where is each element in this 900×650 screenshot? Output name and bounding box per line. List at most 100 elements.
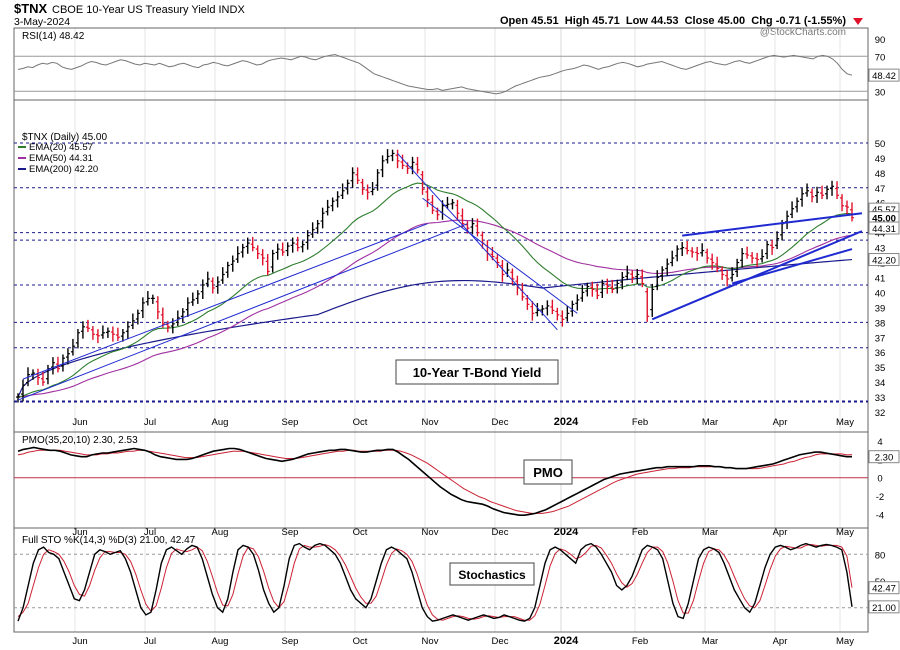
price-annotation: 10-Year T-Bond Yield	[395, 359, 559, 385]
price-tick-label: 36	[875, 348, 886, 359]
price-bar	[185, 297, 190, 317]
x-tick-label: 2024	[554, 635, 579, 647]
price-bar	[275, 243, 280, 260]
stochastics-last-box	[868, 581, 900, 595]
price-bar	[125, 321, 130, 339]
price-bar	[375, 169, 380, 191]
price-bar	[660, 266, 665, 282]
price-bar	[770, 239, 775, 255]
price-bar	[845, 200, 850, 215]
x-tick-label: Mar	[702, 417, 718, 428]
price-bar	[230, 255, 235, 272]
x-tick-label: Nov	[422, 527, 439, 538]
x-tick-label: Mar	[702, 527, 718, 538]
price-bar	[410, 156, 415, 175]
price-bar	[130, 313, 135, 330]
price-bar	[765, 240, 770, 260]
symbol-label[interactable]: $TNX	[14, 1, 48, 16]
pmo-annotation: PMO	[523, 459, 573, 485]
price-bar	[400, 154, 405, 170]
x-tick-label: Apr	[773, 527, 788, 538]
price-bar	[225, 261, 230, 278]
price-bar	[320, 207, 325, 229]
price-bar	[335, 191, 340, 208]
pmo-tick-label: -4	[876, 510, 884, 521]
price-bar	[150, 294, 155, 304]
price-bar	[575, 294, 580, 311]
price-bar	[60, 354, 65, 372]
price-bar	[16, 393, 20, 403]
price-bar	[820, 185, 825, 199]
stochastics-last-value: 21.00	[872, 603, 896, 614]
price-title: $TNX (Daily) 45.00	[22, 132, 107, 143]
price-bar	[730, 267, 735, 282]
price-tick-label: 33	[875, 393, 886, 404]
price-bar	[670, 250, 675, 267]
price-bar	[815, 186, 820, 203]
price-bar	[455, 199, 460, 221]
price-bar	[160, 307, 165, 328]
trendline	[17, 223, 468, 401]
rsi-last-value: 48.42	[872, 71, 896, 82]
symbol-description: CBOE 10-Year US Treasury Yield INDX	[52, 4, 245, 16]
price-bar	[680, 242, 685, 257]
price-bar	[305, 230, 310, 250]
price-tick-label: 35	[875, 363, 886, 374]
price-bar	[140, 297, 145, 319]
price-tick-label: 50	[875, 139, 886, 150]
x-tick-label: Jun	[72, 527, 87, 538]
price-bar	[265, 254, 270, 276]
trendline	[731, 248, 853, 285]
price-bar	[215, 276, 220, 294]
x-tick-label: Aug	[212, 417, 229, 428]
price-bar	[835, 181, 840, 199]
price-bar	[475, 218, 480, 237]
price-bar	[760, 249, 765, 263]
price-bar	[50, 357, 55, 375]
price-tag-box	[868, 221, 900, 235]
price-bar	[750, 252, 755, 264]
price-bar	[180, 308, 185, 322]
price-bar	[525, 295, 530, 310]
pmo-tick-label: -2	[876, 492, 884, 503]
price-tag-value: 45.00	[872, 214, 896, 225]
stochastics-annotation-box	[449, 562, 535, 586]
price-bar	[245, 237, 250, 254]
price-bar	[615, 279, 620, 294]
price-bar	[240, 243, 245, 258]
price-tag-value: 44.31	[872, 224, 896, 235]
price-bar	[285, 242, 290, 257]
price-bar	[830, 180, 835, 196]
price-bar	[695, 246, 700, 261]
stochastics-last-value: 42.47	[872, 584, 896, 595]
trendline	[651, 230, 863, 321]
down-triangle-icon	[853, 18, 863, 25]
price-bar	[310, 222, 315, 238]
price-bar	[580, 285, 585, 302]
price-legend: EMA(20) 45.57 EMA(50) 44.31 EMA(200) 42.…	[18, 142, 98, 175]
x-tick-label: Jul	[144, 417, 156, 428]
price-bar	[280, 242, 285, 256]
price-bar	[610, 279, 615, 294]
x-tick-label: Sep	[282, 636, 299, 647]
x-tick-label: 2024	[554, 416, 579, 428]
x-tick-label: Dec	[492, 417, 509, 428]
x-tick-label: Oct	[353, 527, 368, 538]
price-bar	[270, 249, 275, 273]
price-bar	[295, 236, 300, 252]
price-bar	[135, 309, 140, 325]
x-tick-label: May	[836, 417, 854, 428]
price-bar	[175, 310, 180, 327]
x-tick-label: Sep	[282, 417, 299, 428]
price-bar	[195, 290, 200, 304]
price-bar	[720, 266, 725, 281]
x-tick-label: Apr	[773, 636, 788, 647]
trendline	[22, 223, 428, 380]
rsi-line	[17, 53, 853, 95]
x-tick-label: Jul	[144, 636, 156, 647]
x-tick-label: Nov	[422, 417, 439, 428]
price-bar	[190, 292, 195, 306]
price-tick-label: 48	[875, 169, 886, 180]
price-bar	[255, 245, 260, 260]
